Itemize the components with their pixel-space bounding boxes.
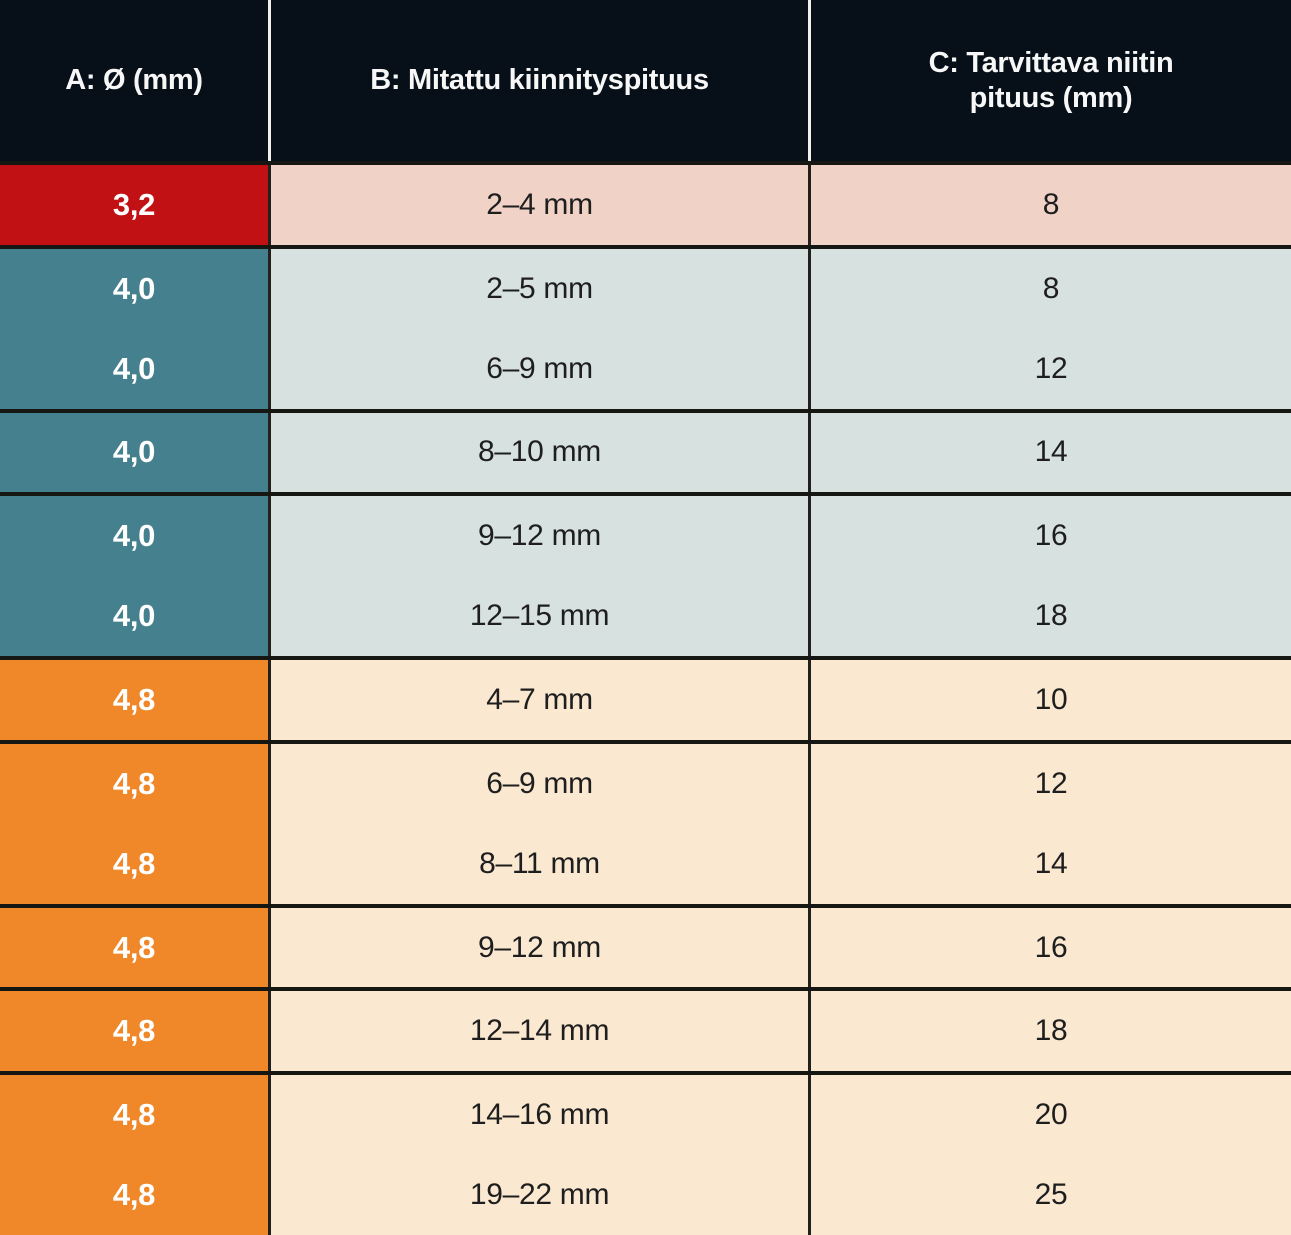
- column-header-grip-label: B: Mitattu kiinnityspituus: [370, 64, 709, 97]
- column-header-diameter-label: A: Ø (mm): [65, 64, 203, 97]
- rivet-length-cell: 20: [811, 1075, 1291, 1156]
- grip-length-cell: 14–16 mm: [271, 1075, 811, 1156]
- grip-length-cell: 4–7 mm: [271, 660, 811, 740]
- grip-length-cell: 2–4 mm: [271, 165, 811, 245]
- grip-length-cell: 6–9 mm: [271, 743, 811, 824]
- grip-length-cell: 8–11 mm: [271, 823, 811, 904]
- rivet-length-cell: 14: [811, 412, 1291, 493]
- table-header-row: A: Ø (mm) B: Mitattu kiinnityspituus C: …: [0, 0, 1291, 161]
- rivet-length-cell: 25: [811, 1155, 1291, 1235]
- table-row: 4,0 8–10 mm 14: [0, 408, 1291, 493]
- rivet-length-cell: 16: [811, 496, 1291, 577]
- rivet-length-cell: 16: [811, 907, 1291, 988]
- table-row: 4,8 9–12 mm 16: [0, 903, 1291, 988]
- diameter-cell: 4,8: [0, 660, 271, 740]
- diameter-cell: 4,0: [0, 496, 271, 577]
- grip-length-cell: 19–22 mm: [271, 1155, 811, 1235]
- diameter-cell: 4,0: [0, 248, 271, 329]
- diameter-cell: 4,0: [0, 576, 271, 657]
- table-row: 4,8 19–22 mm 25: [0, 1155, 1291, 1235]
- table-row: 4,8 6–9 mm 12: [0, 739, 1291, 824]
- grip-length-cell: 2–5 mm: [271, 248, 811, 329]
- grip-length-cell: 8–10 mm: [271, 412, 811, 493]
- diameter-cell: 4,8: [0, 907, 271, 988]
- table-row: 4,8 8–11 mm 14: [0, 823, 1291, 904]
- rivet-length-cell: 12: [811, 743, 1291, 824]
- grip-length-cell: 12–14 mm: [271, 991, 811, 1072]
- table-row: 4,0 6–9 mm 12: [0, 328, 1291, 409]
- table-row: 4,0 2–5 mm 8: [0, 244, 1291, 329]
- grip-length-cell: 9–12 mm: [271, 496, 811, 577]
- diameter-cell: 4,8: [0, 1155, 271, 1235]
- diameter-cell: 4,0: [0, 412, 271, 493]
- table-row: 3,2 2–4 mm 8: [0, 161, 1291, 245]
- grip-length-cell: 6–9 mm: [271, 328, 811, 409]
- diameter-cell: 4,0: [0, 328, 271, 409]
- table-row: 4,8 4–7 mm 10: [0, 656, 1291, 740]
- grip-length-cell: 12–15 mm: [271, 576, 811, 657]
- diameter-cell: 4,8: [0, 823, 271, 904]
- rivet-length-cell: 18: [811, 576, 1291, 657]
- diameter-cell: 4,8: [0, 743, 271, 824]
- rivet-length-cell: 18: [811, 991, 1291, 1072]
- column-header-diameter: A: Ø (mm): [0, 0, 271, 161]
- diameter-cell: 4,8: [0, 991, 271, 1072]
- column-header-rivet-length-label: C: Tarvittava niitin pituus (mm): [928, 46, 1174, 114]
- rivet-length-cell: 10: [811, 660, 1291, 740]
- table-row: 4,0 12–15 mm 18: [0, 576, 1291, 657]
- column-header-rivet-length: C: Tarvittava niitin pituus (mm): [811, 0, 1291, 161]
- diameter-cell: 4,8: [0, 1075, 271, 1156]
- grip-length-cell: 9–12 mm: [271, 907, 811, 988]
- diameter-cell: 3,2: [0, 165, 271, 245]
- rivet-length-cell: 12: [811, 328, 1291, 409]
- table-row: 4,0 9–12 mm 16: [0, 492, 1291, 577]
- table-row: 4,8 14–16 mm 20: [0, 1071, 1291, 1156]
- column-header-grip: B: Mitattu kiinnityspituus: [271, 0, 811, 161]
- table-row: 4,8 12–14 mm 18: [0, 987, 1291, 1072]
- rivet-length-cell: 8: [811, 248, 1291, 329]
- rivet-length-cell: 14: [811, 823, 1291, 904]
- rivet-length-cell: 8: [811, 165, 1291, 245]
